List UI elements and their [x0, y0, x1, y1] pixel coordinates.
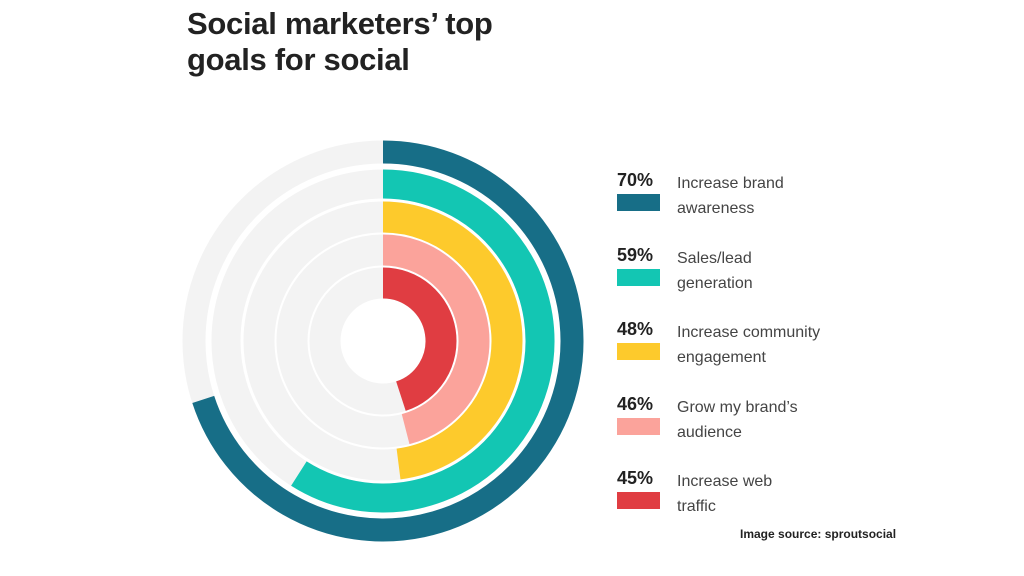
bar	[382, 234, 490, 445]
legend-entry: 70% Increase brand awareness	[617, 170, 917, 230]
value-label: 45%	[617, 468, 654, 488]
legend-swatch	[617, 417, 660, 435]
legend-entry: 59% Sales/lead generation	[617, 245, 917, 305]
bar	[382, 201, 523, 480]
legend-label: Sales/lead generation	[677, 249, 753, 292]
chart-title: Social marketers’ top goals for social	[187, 6, 493, 77]
value-label: 70%	[617, 170, 654, 190]
bar	[382, 267, 457, 411]
legend-entry: 48% Increase community engagement	[617, 319, 917, 379]
value-label: 59%	[617, 244, 654, 265]
value-label: 46%	[617, 393, 654, 414]
legend-swatch	[617, 343, 660, 360]
legend-swatch	[617, 492, 660, 509]
legend-swatch	[617, 268, 660, 286]
legend-label: Increase brand awareness	[677, 175, 784, 217]
bar	[192, 140, 584, 542]
legend-entry: 46% Grow my brand’s audience	[617, 394, 917, 454]
legend-label: Increase web traffic	[677, 473, 773, 515]
bar	[291, 169, 555, 513]
legend-entry: 45% Increase web traffic	[617, 468, 917, 528]
value-label: 48%	[617, 319, 654, 339]
source-note: Image source: sproutsocial	[740, 527, 897, 541]
legend-label: Grow my brand’s audience	[677, 398, 798, 441]
legend-swatch	[617, 194, 660, 211]
legend-label: Increase community engagement	[677, 324, 821, 366]
